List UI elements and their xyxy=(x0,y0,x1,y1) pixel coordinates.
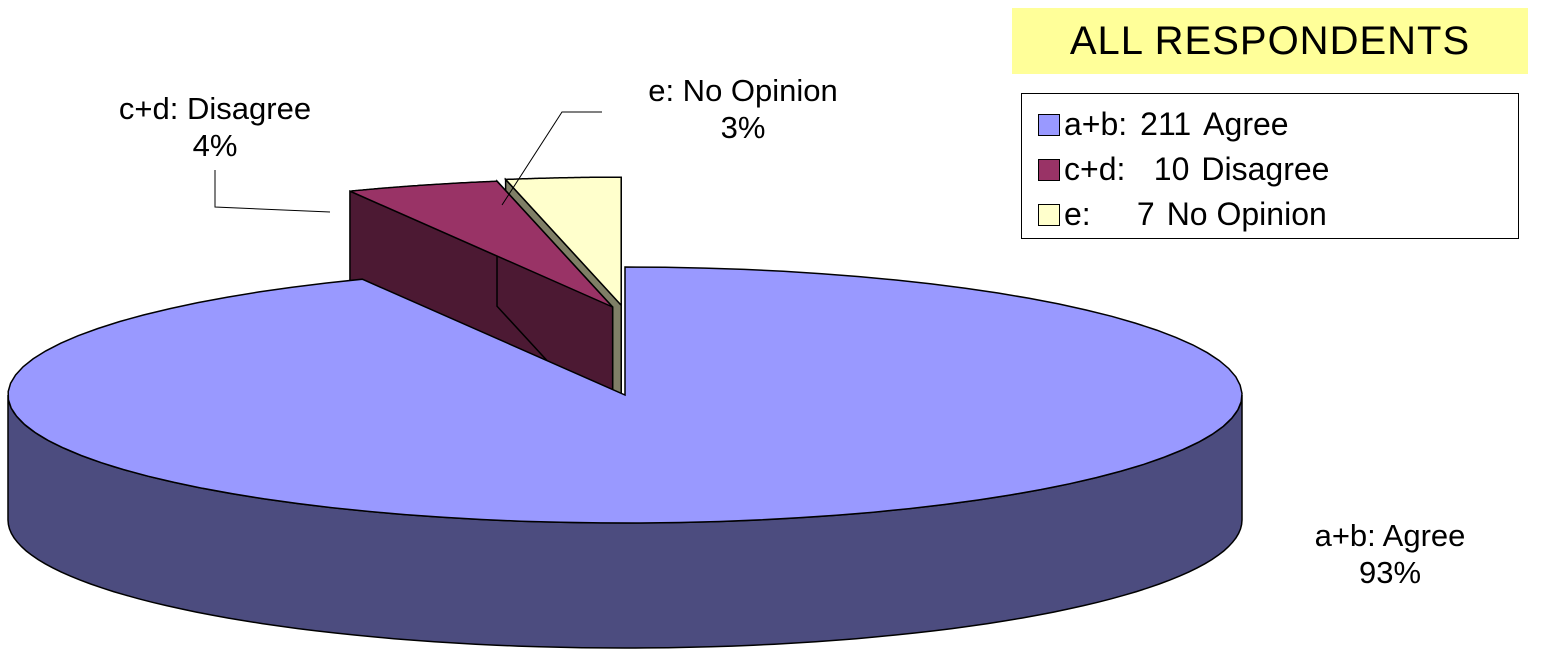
legend-key: a+b: xyxy=(1064,106,1128,142)
legend: a+b: 211 Agree c+d: 10 Disagree e: 7 No … xyxy=(1021,93,1519,239)
legend-swatch-no-opinion xyxy=(1038,203,1060,226)
chart-title: ALL RESPONDENTS xyxy=(1069,18,1471,63)
legend-count: 10 xyxy=(1153,151,1190,187)
legend-item-agree: a+b: 211 Agree xyxy=(1038,102,1518,147)
slice-no-opinion xyxy=(503,176,622,308)
leader-line-disagree xyxy=(214,170,331,213)
leader-line-no-opinion xyxy=(501,111,602,206)
slice-agree xyxy=(7,266,1243,524)
slice-disagree xyxy=(349,180,614,308)
slice-label-no-opinion-name: e: No Opinion xyxy=(648,73,838,108)
slice-label-disagree: c+d: Disagree 4% xyxy=(119,90,311,164)
slice-label-agree-name: a+b: Agree xyxy=(1314,518,1466,553)
slice-label-no-opinion: e: No Opinion 3% xyxy=(648,72,838,146)
legend-swatch-agree xyxy=(1038,113,1060,136)
slice-label-agree: a+b: Agree 93% xyxy=(1315,517,1466,591)
legend-key: e: xyxy=(1064,196,1091,232)
legend-count: 7 xyxy=(1136,196,1155,232)
slice-label-no-opinion-percent: 3% xyxy=(720,110,766,145)
legend-key: c+d: xyxy=(1064,151,1126,187)
legend-name: Disagree xyxy=(1201,151,1330,187)
legend-name: No Opinion xyxy=(1166,196,1327,232)
legend-swatch-disagree xyxy=(1038,158,1060,181)
legend-item-disagree: c+d: 10 Disagree xyxy=(1038,147,1518,192)
legend-name: Agree xyxy=(1203,106,1289,142)
slice-label-disagree-percent: 4% xyxy=(192,128,238,163)
slice-label-disagree-name: c+d: Disagree xyxy=(118,91,312,126)
legend-count: 211 xyxy=(1140,106,1192,142)
slice-label-agree-percent: 93% xyxy=(1358,555,1422,590)
chart-title-box: ALL RESPONDENTS xyxy=(1012,8,1528,74)
legend-item-no-opinion: e: 7 No Opinion xyxy=(1038,192,1518,237)
